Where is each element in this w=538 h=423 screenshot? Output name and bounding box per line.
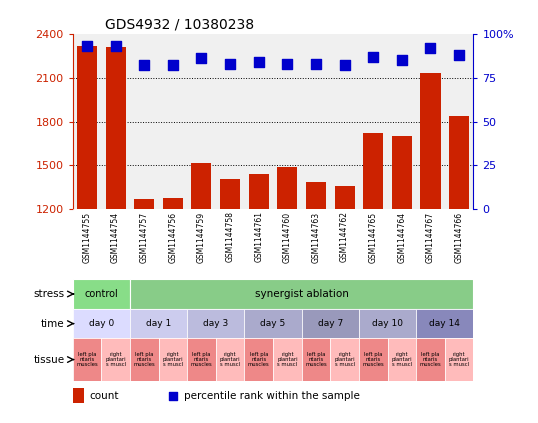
Text: GSM1144763: GSM1144763	[312, 212, 321, 263]
Bar	[187, 338, 216, 381]
Text: GSM1144754: GSM1144754	[111, 212, 120, 263]
Point	[111, 43, 120, 49]
Point	[283, 60, 292, 67]
Bar	[249, 174, 269, 385]
Bar	[73, 338, 101, 381]
Text: left pla
ntaris
muscles: left pla ntaris muscles	[76, 352, 98, 368]
Text: GSM1144758: GSM1144758	[225, 212, 235, 262]
Text: GSM1144765: GSM1144765	[369, 212, 378, 263]
Bar	[416, 309, 473, 338]
Text: left pla
ntaris
muscles: left pla ntaris muscles	[133, 352, 155, 368]
Point	[312, 60, 320, 67]
Text: GSM1144767: GSM1144767	[426, 212, 435, 263]
Text: synergist ablation: synergist ablation	[254, 289, 349, 299]
Text: day 1: day 1	[146, 319, 171, 328]
Text: left pla
ntaris
muscles: left pla ntaris muscles	[305, 352, 327, 368]
Bar	[359, 338, 387, 381]
Bar	[105, 47, 125, 385]
Bar	[359, 309, 416, 338]
Bar	[363, 133, 383, 385]
Point	[254, 58, 263, 65]
Text: GSM1144757: GSM1144757	[140, 212, 148, 263]
Text: day 0: day 0	[89, 319, 114, 328]
Bar	[445, 338, 473, 381]
Text: left pla
ntaris
muscles: left pla ntaris muscles	[420, 352, 441, 368]
Point	[341, 62, 349, 69]
Text: right
plantari
s muscl: right plantari s muscl	[392, 352, 412, 368]
Text: percentile rank within the sample: percentile rank within the sample	[185, 390, 360, 401]
Bar	[73, 279, 130, 309]
Bar	[130, 279, 473, 309]
Bar	[73, 388, 84, 403]
Text: right
plantari
s muscl: right plantari s muscl	[334, 352, 355, 368]
Bar	[130, 309, 187, 338]
Bar	[387, 338, 416, 381]
Text: day 14: day 14	[429, 319, 460, 328]
Bar	[187, 309, 244, 338]
Text: count: count	[90, 390, 119, 401]
Bar	[302, 309, 359, 338]
Bar	[216, 338, 244, 381]
Text: GSM1144764: GSM1144764	[398, 212, 406, 263]
Point	[398, 57, 406, 63]
Text: GSM1144756: GSM1144756	[168, 212, 178, 263]
Text: GSM1144766: GSM1144766	[455, 212, 464, 263]
Bar	[159, 338, 187, 381]
Text: tissue: tissue	[33, 354, 65, 365]
Text: day 3: day 3	[203, 319, 229, 328]
Point	[197, 55, 206, 62]
Text: day 7: day 7	[317, 319, 343, 328]
Text: stress: stress	[33, 289, 65, 299]
Bar	[416, 338, 445, 381]
Text: GDS4932 / 10380238: GDS4932 / 10380238	[105, 17, 254, 31]
Point	[168, 392, 177, 399]
Text: time: time	[41, 319, 65, 329]
Text: GSM1144761: GSM1144761	[254, 212, 263, 262]
Bar	[134, 199, 154, 385]
Point	[226, 60, 235, 67]
Point	[369, 53, 378, 60]
Bar	[220, 179, 240, 385]
Bar	[273, 338, 302, 381]
Bar	[421, 73, 441, 385]
Text: right
plantari
s muscl: right plantari s muscl	[162, 352, 183, 368]
Text: day 5: day 5	[260, 319, 286, 328]
Point	[168, 62, 177, 69]
Text: left pla
ntaris
muscles: left pla ntaris muscles	[248, 352, 270, 368]
Bar	[73, 309, 130, 338]
Text: day 10: day 10	[372, 319, 403, 328]
Bar	[163, 198, 183, 385]
Text: GSM1144755: GSM1144755	[82, 212, 91, 263]
Text: right
plantari
s muscl: right plantari s muscl	[220, 352, 240, 368]
Text: right
plantari
s muscl: right plantari s muscl	[105, 352, 126, 368]
Bar	[392, 136, 412, 385]
Bar	[306, 181, 326, 385]
Text: GSM1144760: GSM1144760	[283, 212, 292, 263]
Text: right
plantari
s muscl: right plantari s muscl	[277, 352, 298, 368]
Bar	[244, 309, 302, 338]
Text: control: control	[84, 289, 118, 299]
Text: GSM1144762: GSM1144762	[340, 212, 349, 262]
Bar	[244, 338, 273, 381]
Bar	[449, 116, 469, 385]
Bar	[277, 167, 298, 385]
Point	[140, 62, 148, 69]
Bar	[77, 46, 97, 385]
Point	[455, 52, 463, 58]
Bar	[330, 338, 359, 381]
Bar	[192, 162, 211, 385]
Bar	[130, 338, 159, 381]
Bar	[335, 186, 355, 385]
Text: left pla
ntaris
muscles: left pla ntaris muscles	[190, 352, 213, 368]
Point	[83, 43, 91, 49]
Text: left pla
ntaris
muscles: left pla ntaris muscles	[363, 352, 384, 368]
Bar	[101, 338, 130, 381]
Bar	[302, 338, 330, 381]
Text: right
plantari
s muscl: right plantari s muscl	[449, 352, 470, 368]
Point	[426, 44, 435, 51]
Text: GSM1144759: GSM1144759	[197, 212, 206, 263]
